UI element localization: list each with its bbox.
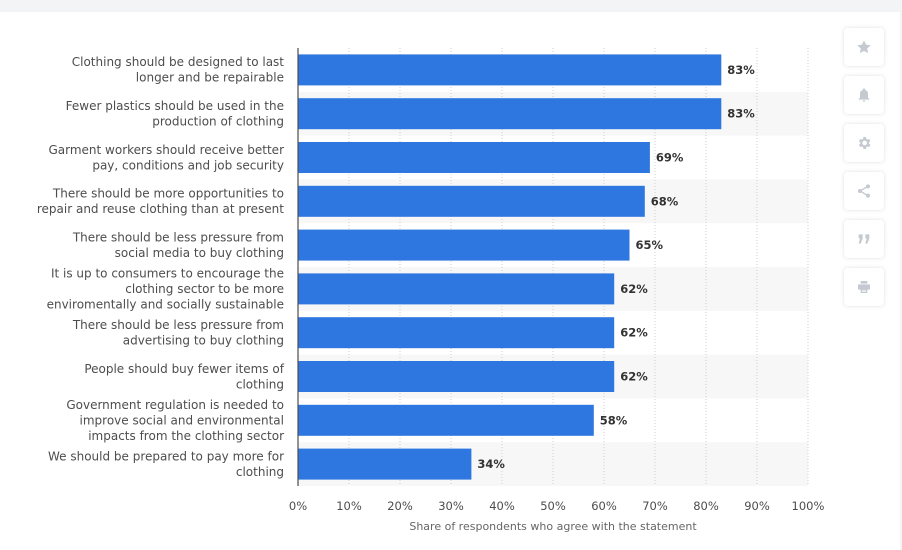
category-label: Fewer plastics should be used in the prod… [66,99,284,129]
bar [298,229,630,261]
x-tick-label: 60% [591,499,617,513]
bell-icon [858,88,870,102]
gear-icon [858,137,871,149]
bar [298,185,645,217]
x-tick-label: 30% [438,499,464,513]
print-button[interactable] [844,268,884,306]
data-label: 58% [600,413,628,427]
data-label: 69% [656,151,684,165]
category-label: There should be less pressure from social… [72,230,284,260]
settings-button[interactable] [844,124,884,162]
x-tick-label: 90% [744,499,770,513]
data-label: 62% [620,326,648,340]
data-label: 34% [477,457,505,471]
data-label: 65% [636,238,664,252]
category-label: We should be prepared to pay more for clo… [48,449,284,479]
data-label: 83% [727,63,755,77]
category-label: There should be less pressure from advert… [72,318,284,348]
x-axis-title: Share of respondents who agree with the … [409,520,697,533]
share-button[interactable] [844,172,884,210]
x-tick-label: 20% [387,499,413,513]
bar [298,448,472,480]
print-icon [858,281,870,293]
x-tick-label: 10% [336,499,362,513]
category-label: It is up to consumers to encourage the cl… [47,266,284,311]
x-tick-label: 70% [642,499,668,513]
bar [298,142,650,173]
bar [298,317,615,349]
bar [298,273,615,305]
cite-button[interactable] [844,220,884,258]
x-tick-label: 50% [540,499,566,513]
data-label: 83% [727,107,755,121]
chart-card: 83% Clothing should be designed to last lo… [0,12,900,550]
category-label: People should buy fewer items of clothing [84,362,284,392]
x-tick-label: 80% [693,499,719,513]
category-label: Government regulation is needed to improv… [66,398,284,443]
x-tick-label: 40% [489,499,515,513]
notification-button[interactable] [844,76,884,114]
bar-chart: 83% Clothing should be designed to last lo… [37,48,825,533]
bar [298,54,722,86]
category-label: Clothing should be designed to last longe… [72,55,285,85]
bar [298,361,615,392]
category-label: There should be more opportunities to rep… [37,187,284,217]
star-icon [857,40,871,54]
data-label: 62% [620,370,648,384]
bar [298,404,594,436]
category-label: Garment workers should receive better pay… [48,143,284,173]
x-tick-label: 0% [289,499,307,513]
data-label: 68% [651,194,679,208]
share-icon [858,184,870,198]
bar [298,98,722,130]
quote-icon [858,234,870,244]
data-label: 62% [620,282,648,296]
favorite-button[interactable] [844,28,884,66]
x-tick-label: 100% [792,499,825,513]
